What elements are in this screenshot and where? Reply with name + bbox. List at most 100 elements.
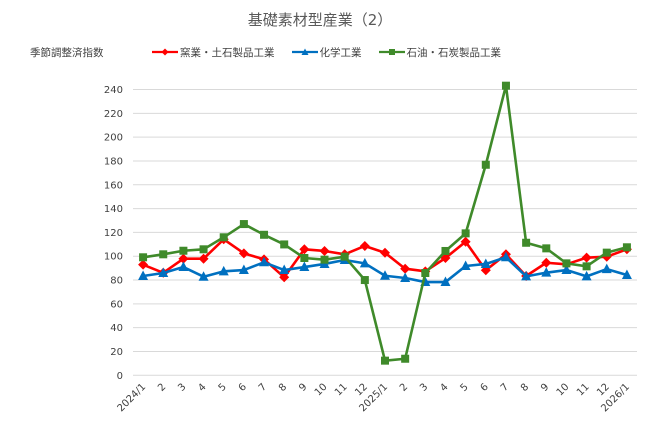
square-marker-icon: [542, 244, 551, 253]
square-marker-icon: [199, 245, 208, 254]
diamond-marker-icon: [238, 248, 249, 259]
x-tick-label: 3: [176, 382, 188, 394]
triangle-marker-icon: [158, 267, 169, 278]
y-tick-label: 80: [110, 276, 123, 287]
triangle-marker-icon: [138, 270, 149, 280]
legend-label: 石油・石炭製品工業: [406, 46, 502, 59]
x-tick-label: 8: [519, 382, 531, 394]
x-tick-label: 2: [398, 382, 410, 394]
y-tick-label: 180: [104, 156, 123, 167]
square-marker-icon: [522, 238, 531, 247]
square-marker-icon: [179, 246, 188, 255]
y-tick-label: 40: [110, 323, 123, 334]
x-tick-label: 10: [555, 382, 572, 399]
square-marker-icon: [562, 259, 571, 268]
triangle-marker-icon: [299, 261, 310, 272]
y-tick-label: 20: [110, 347, 123, 358]
y-tick-label: 240: [104, 85, 123, 96]
y-tick-label: 0: [117, 371, 123, 382]
legend-label: 化学工業: [319, 46, 362, 59]
diamond-marker-icon: [279, 272, 290, 283]
square-marker-icon: [461, 229, 470, 238]
square-marker-icon: [280, 240, 289, 249]
x-tick-label: 7: [257, 382, 269, 394]
triangle-marker-icon: [400, 272, 411, 283]
square-marker-icon: [421, 269, 430, 278]
legend-item-petroleum: 石油・石炭製品工業: [378, 45, 502, 60]
square-marker-icon: [139, 253, 148, 262]
x-tick-label: 5: [458, 382, 470, 394]
legend-item-chemical: 化学工業: [291, 45, 362, 60]
square-marker-icon: [219, 233, 228, 242]
y-axis-note: 季節調整済指数: [30, 47, 104, 59]
x-tick-label: 9: [297, 382, 309, 394]
square-marker-icon: [582, 262, 591, 271]
chart-title: 基礎素材型産業（2）: [247, 11, 393, 29]
gridlines: [133, 89, 637, 376]
square-marker-icon: [401, 354, 410, 363]
diamond-marker-icon: [319, 245, 330, 256]
square-marker-icon: [501, 81, 510, 90]
x-tick-label: 11: [575, 382, 592, 399]
triangle-marker-icon: [541, 267, 552, 277]
x-tick-label: 8: [277, 382, 289, 394]
series-line: [142, 84, 628, 362]
triangle-marker-icon: [480, 258, 491, 268]
diamond-marker-icon: [460, 236, 471, 247]
square-marker-icon: [159, 250, 168, 259]
x-tick-label: 6: [237, 382, 249, 394]
y-tick-label: 220: [104, 109, 123, 120]
triangle-marker-icon: [380, 270, 390, 280]
triangle-marker-icon: [198, 271, 209, 281]
diamond-marker-icon: [541, 257, 552, 268]
square-marker-icon: [300, 254, 309, 263]
legend-item-ceramics: 窯業・土石製品工業: [152, 45, 275, 60]
triangle-marker-icon: [460, 260, 471, 270]
triangle-marker-icon: [178, 261, 189, 272]
triangle-marker-icon: [521, 270, 532, 281]
square-marker-icon: [481, 160, 490, 169]
triangle-marker-icon: [581, 270, 592, 281]
x-tick-label: 7: [499, 382, 511, 394]
legend-triangle-marker-icon: [291, 48, 318, 55]
series-2: [139, 81, 631, 365]
diamond-marker-icon: [380, 247, 390, 258]
triangle-marker-icon: [561, 264, 572, 275]
triangle-marker-icon: [500, 251, 511, 262]
x-tick-label: 2024/1: [116, 382, 149, 415]
x-tick-label: 3: [418, 382, 430, 394]
x-tick-label: 5: [217, 382, 229, 394]
x-tick-label: 9: [539, 382, 551, 394]
y-tick-label: 200: [104, 133, 123, 144]
diamond-marker-icon: [581, 252, 592, 263]
y-tick-label: 100: [104, 252, 123, 263]
square-marker-icon: [239, 220, 248, 229]
diamond-marker-icon: [198, 253, 209, 264]
square-marker-icon: [320, 255, 329, 264]
square-marker-icon: [340, 252, 349, 261]
legend-diamond-marker-icon: [152, 48, 178, 56]
y-tick-label: 140: [104, 204, 123, 215]
x-tick-label: 4: [196, 382, 208, 394]
triangle-marker-icon: [238, 264, 249, 275]
square-marker-icon: [602, 248, 611, 257]
x-tick-label: 10: [313, 382, 330, 399]
x-tick-label: 2: [156, 382, 168, 394]
triangle-marker-icon: [601, 263, 612, 274]
triangle-marker-icon: [359, 257, 370, 268]
legend: 窯業・土石製品工業 化学工業 石油・石炭製品工業: [152, 45, 518, 59]
diamond-marker-icon: [299, 244, 310, 255]
square-marker-icon: [260, 230, 269, 239]
triangle-marker-icon: [279, 264, 290, 275]
y-tick-label: 60: [110, 299, 123, 310]
legend-label: 窯業・土石製品工業: [180, 46, 275, 59]
diamond-marker-icon: [359, 240, 370, 251]
diamond-marker-icon: [400, 263, 411, 274]
triangle-marker-icon: [218, 265, 229, 276]
square-marker-icon: [381, 356, 389, 365]
diamond-marker-icon: [440, 253, 451, 264]
square-marker-icon: [622, 243, 631, 252]
y-tick-label: 160: [104, 180, 123, 191]
